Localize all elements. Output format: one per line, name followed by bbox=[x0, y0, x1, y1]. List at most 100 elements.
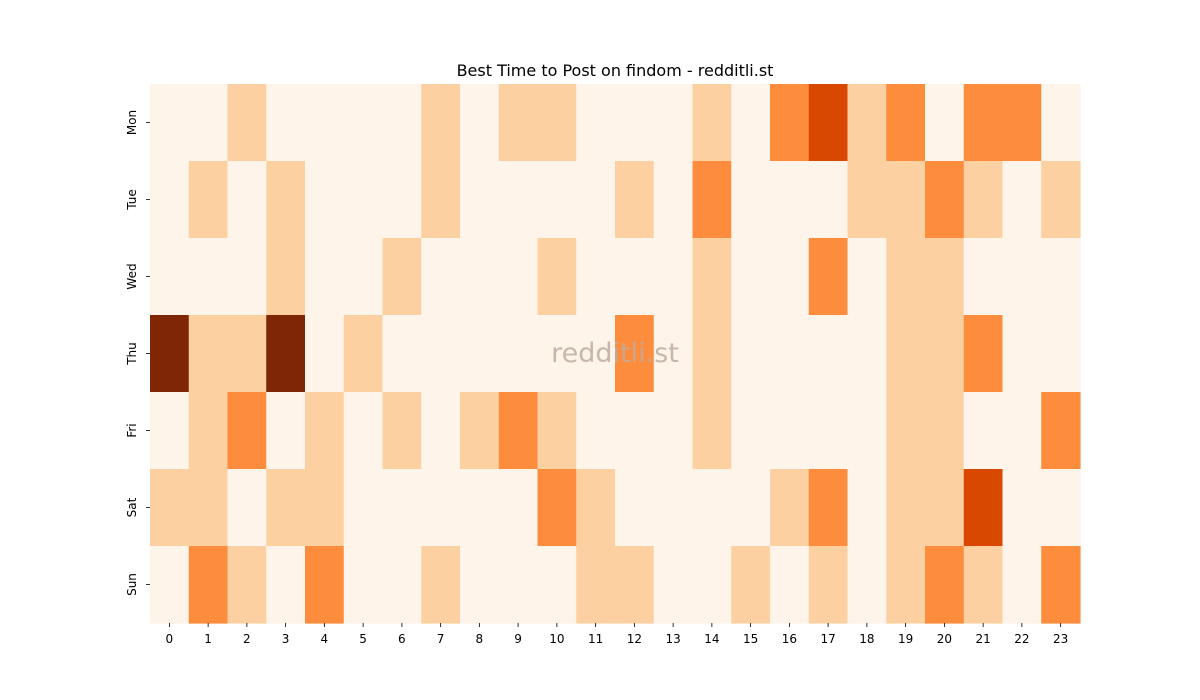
heatmap-cell-sat-18 bbox=[847, 469, 887, 547]
heatmap-cell-tue-6 bbox=[382, 161, 422, 239]
heatmap-cell-fri-5 bbox=[343, 392, 384, 470]
heatmap-cell-thu-13 bbox=[653, 315, 694, 393]
x-tick-label-4: 4 bbox=[321, 632, 329, 646]
heatmap-cell-tue-4 bbox=[305, 161, 345, 239]
heatmap-cell-mon-9 bbox=[498, 84, 539, 162]
heatmap-cell-tue-23 bbox=[1041, 161, 1081, 239]
x-tick-label-11: 11 bbox=[588, 632, 603, 646]
heatmap-cell-mon-12 bbox=[615, 84, 655, 162]
heatmap-cell-sun-21 bbox=[963, 546, 1004, 624]
heatmap-cell-wed-13 bbox=[653, 238, 694, 316]
heatmap-cell-sat-1 bbox=[188, 469, 229, 547]
x-tick-label-16: 16 bbox=[782, 632, 797, 646]
heatmap-cell-thu-7 bbox=[421, 315, 461, 393]
heatmap-cell-wed-21 bbox=[963, 238, 1004, 316]
heatmap-cell-mon-21 bbox=[963, 84, 1004, 162]
heatmap-cell-mon-7 bbox=[421, 84, 461, 162]
heatmap-cell-sun-16 bbox=[770, 546, 810, 624]
heatmap-cell-fri-0 bbox=[150, 392, 190, 470]
heatmap-cell-mon-23 bbox=[1041, 84, 1081, 162]
y-tick-label-sat: Sat bbox=[125, 497, 139, 517]
heatmap-cell-sun-18 bbox=[847, 546, 887, 624]
heatmap-cell-sun-9 bbox=[498, 546, 539, 624]
heatmap-cell-tue-3 bbox=[266, 161, 306, 239]
heatmap-cell-sat-0 bbox=[150, 469, 190, 547]
heatmap-cell-sat-20 bbox=[925, 469, 965, 547]
heatmap-cell-tue-14 bbox=[692, 161, 732, 239]
heatmap-cell-fri-23 bbox=[1041, 392, 1081, 470]
x-tick-label-17: 17 bbox=[820, 632, 835, 646]
heatmap-cell-sat-6 bbox=[382, 469, 422, 547]
heatmap-cell-sun-17 bbox=[808, 546, 849, 624]
x-tick-label-14: 14 bbox=[704, 632, 719, 646]
x-tick-label-12: 12 bbox=[627, 632, 642, 646]
heatmap-cell-tue-15 bbox=[731, 161, 771, 239]
heatmap-cell-thu-21 bbox=[963, 315, 1004, 393]
heatmap-cell-fri-19 bbox=[886, 392, 926, 470]
heatmap-cell-fri-13 bbox=[653, 392, 694, 470]
heatmap-cell-sat-14 bbox=[692, 469, 732, 547]
heatmap-cell-sat-19 bbox=[886, 469, 926, 547]
heatmap-cell-tue-22 bbox=[1002, 161, 1042, 239]
heatmap-cell-thu-9 bbox=[498, 315, 539, 393]
heatmap-cell-fri-14 bbox=[692, 392, 732, 470]
heatmap-cell-thu-6 bbox=[382, 315, 422, 393]
x-tick-label-8: 8 bbox=[476, 632, 484, 646]
heatmap-cell-mon-16 bbox=[770, 84, 810, 162]
heatmap-cell-fri-10 bbox=[537, 392, 577, 470]
heatmap-cell-sun-15 bbox=[731, 546, 771, 624]
heatmap-cell-fri-9 bbox=[498, 392, 539, 470]
heatmap-cell-thu-1 bbox=[188, 315, 229, 393]
heatmap-cell-wed-14 bbox=[692, 238, 732, 316]
heatmap-cell-wed-4 bbox=[305, 238, 345, 316]
heatmap-cell-sun-1 bbox=[188, 546, 229, 624]
x-tick-label-19: 19 bbox=[898, 632, 913, 646]
heatmap-cell-wed-3 bbox=[266, 238, 306, 316]
heatmap-cell-sun-2 bbox=[227, 546, 267, 624]
x-tick-label-2: 2 bbox=[243, 632, 251, 646]
heatmap-cell-fri-11 bbox=[576, 392, 616, 470]
heatmap-cell-wed-6 bbox=[382, 238, 422, 316]
heatmap-cell-fri-3 bbox=[266, 392, 306, 470]
heatmap-cell-thu-3 bbox=[266, 315, 306, 393]
heatmap-cell-wed-2 bbox=[227, 238, 267, 316]
heatmap-cell-wed-0 bbox=[150, 238, 190, 316]
heatmap-cell-mon-22 bbox=[1002, 84, 1042, 162]
heatmap-cell-sun-8 bbox=[460, 546, 500, 624]
heatmap-cell-tue-7 bbox=[421, 161, 461, 239]
heatmap-cell-sat-8 bbox=[460, 469, 500, 547]
heatmap-cell-thu-23 bbox=[1041, 315, 1081, 393]
heatmap-cell-fri-1 bbox=[188, 392, 229, 470]
x-tick-label-9: 9 bbox=[514, 632, 522, 646]
x-tick-label-6: 6 bbox=[398, 632, 406, 646]
heatmap-cell-mon-11 bbox=[576, 84, 616, 162]
heatmap-cell-fri-2 bbox=[227, 392, 267, 470]
heatmap-cell-mon-1 bbox=[188, 84, 229, 162]
x-tick-label-1: 1 bbox=[204, 632, 212, 646]
heatmap-cell-sat-3 bbox=[266, 469, 306, 547]
heatmap-cell-thu-2 bbox=[227, 315, 267, 393]
heatmap-cell-tue-5 bbox=[343, 161, 384, 239]
heatmap-cell-thu-17 bbox=[808, 315, 849, 393]
y-tick-label-wed: Wed bbox=[125, 263, 139, 289]
heatmap-cell-mon-4 bbox=[305, 84, 345, 162]
heatmap-cell-fri-15 bbox=[731, 392, 771, 470]
heatmap-cell-thu-0 bbox=[150, 315, 190, 393]
y-tick-label-fri: Fri bbox=[125, 423, 139, 437]
heatmap-cell-mon-3 bbox=[266, 84, 306, 162]
heatmap-cell-fri-7 bbox=[421, 392, 461, 470]
heatmap-cell-wed-10 bbox=[537, 238, 577, 316]
heatmap-cell-mon-2 bbox=[227, 84, 267, 162]
heatmap-cell-sat-15 bbox=[731, 469, 771, 547]
heatmap-cell-sun-7 bbox=[421, 546, 461, 624]
x-tick-label-3: 3 bbox=[282, 632, 290, 646]
heatmap-cell-tue-2 bbox=[227, 161, 267, 239]
heatmap-cell-mon-5 bbox=[343, 84, 384, 162]
heatmap-cell-wed-22 bbox=[1002, 238, 1042, 316]
heatmap-cells bbox=[150, 84, 1081, 624]
heatmap-cell-tue-13 bbox=[653, 161, 694, 239]
heatmap-cell-sat-13 bbox=[653, 469, 694, 547]
heatmap-cell-wed-7 bbox=[421, 238, 461, 316]
watermark: redditli.st bbox=[551, 338, 679, 369]
